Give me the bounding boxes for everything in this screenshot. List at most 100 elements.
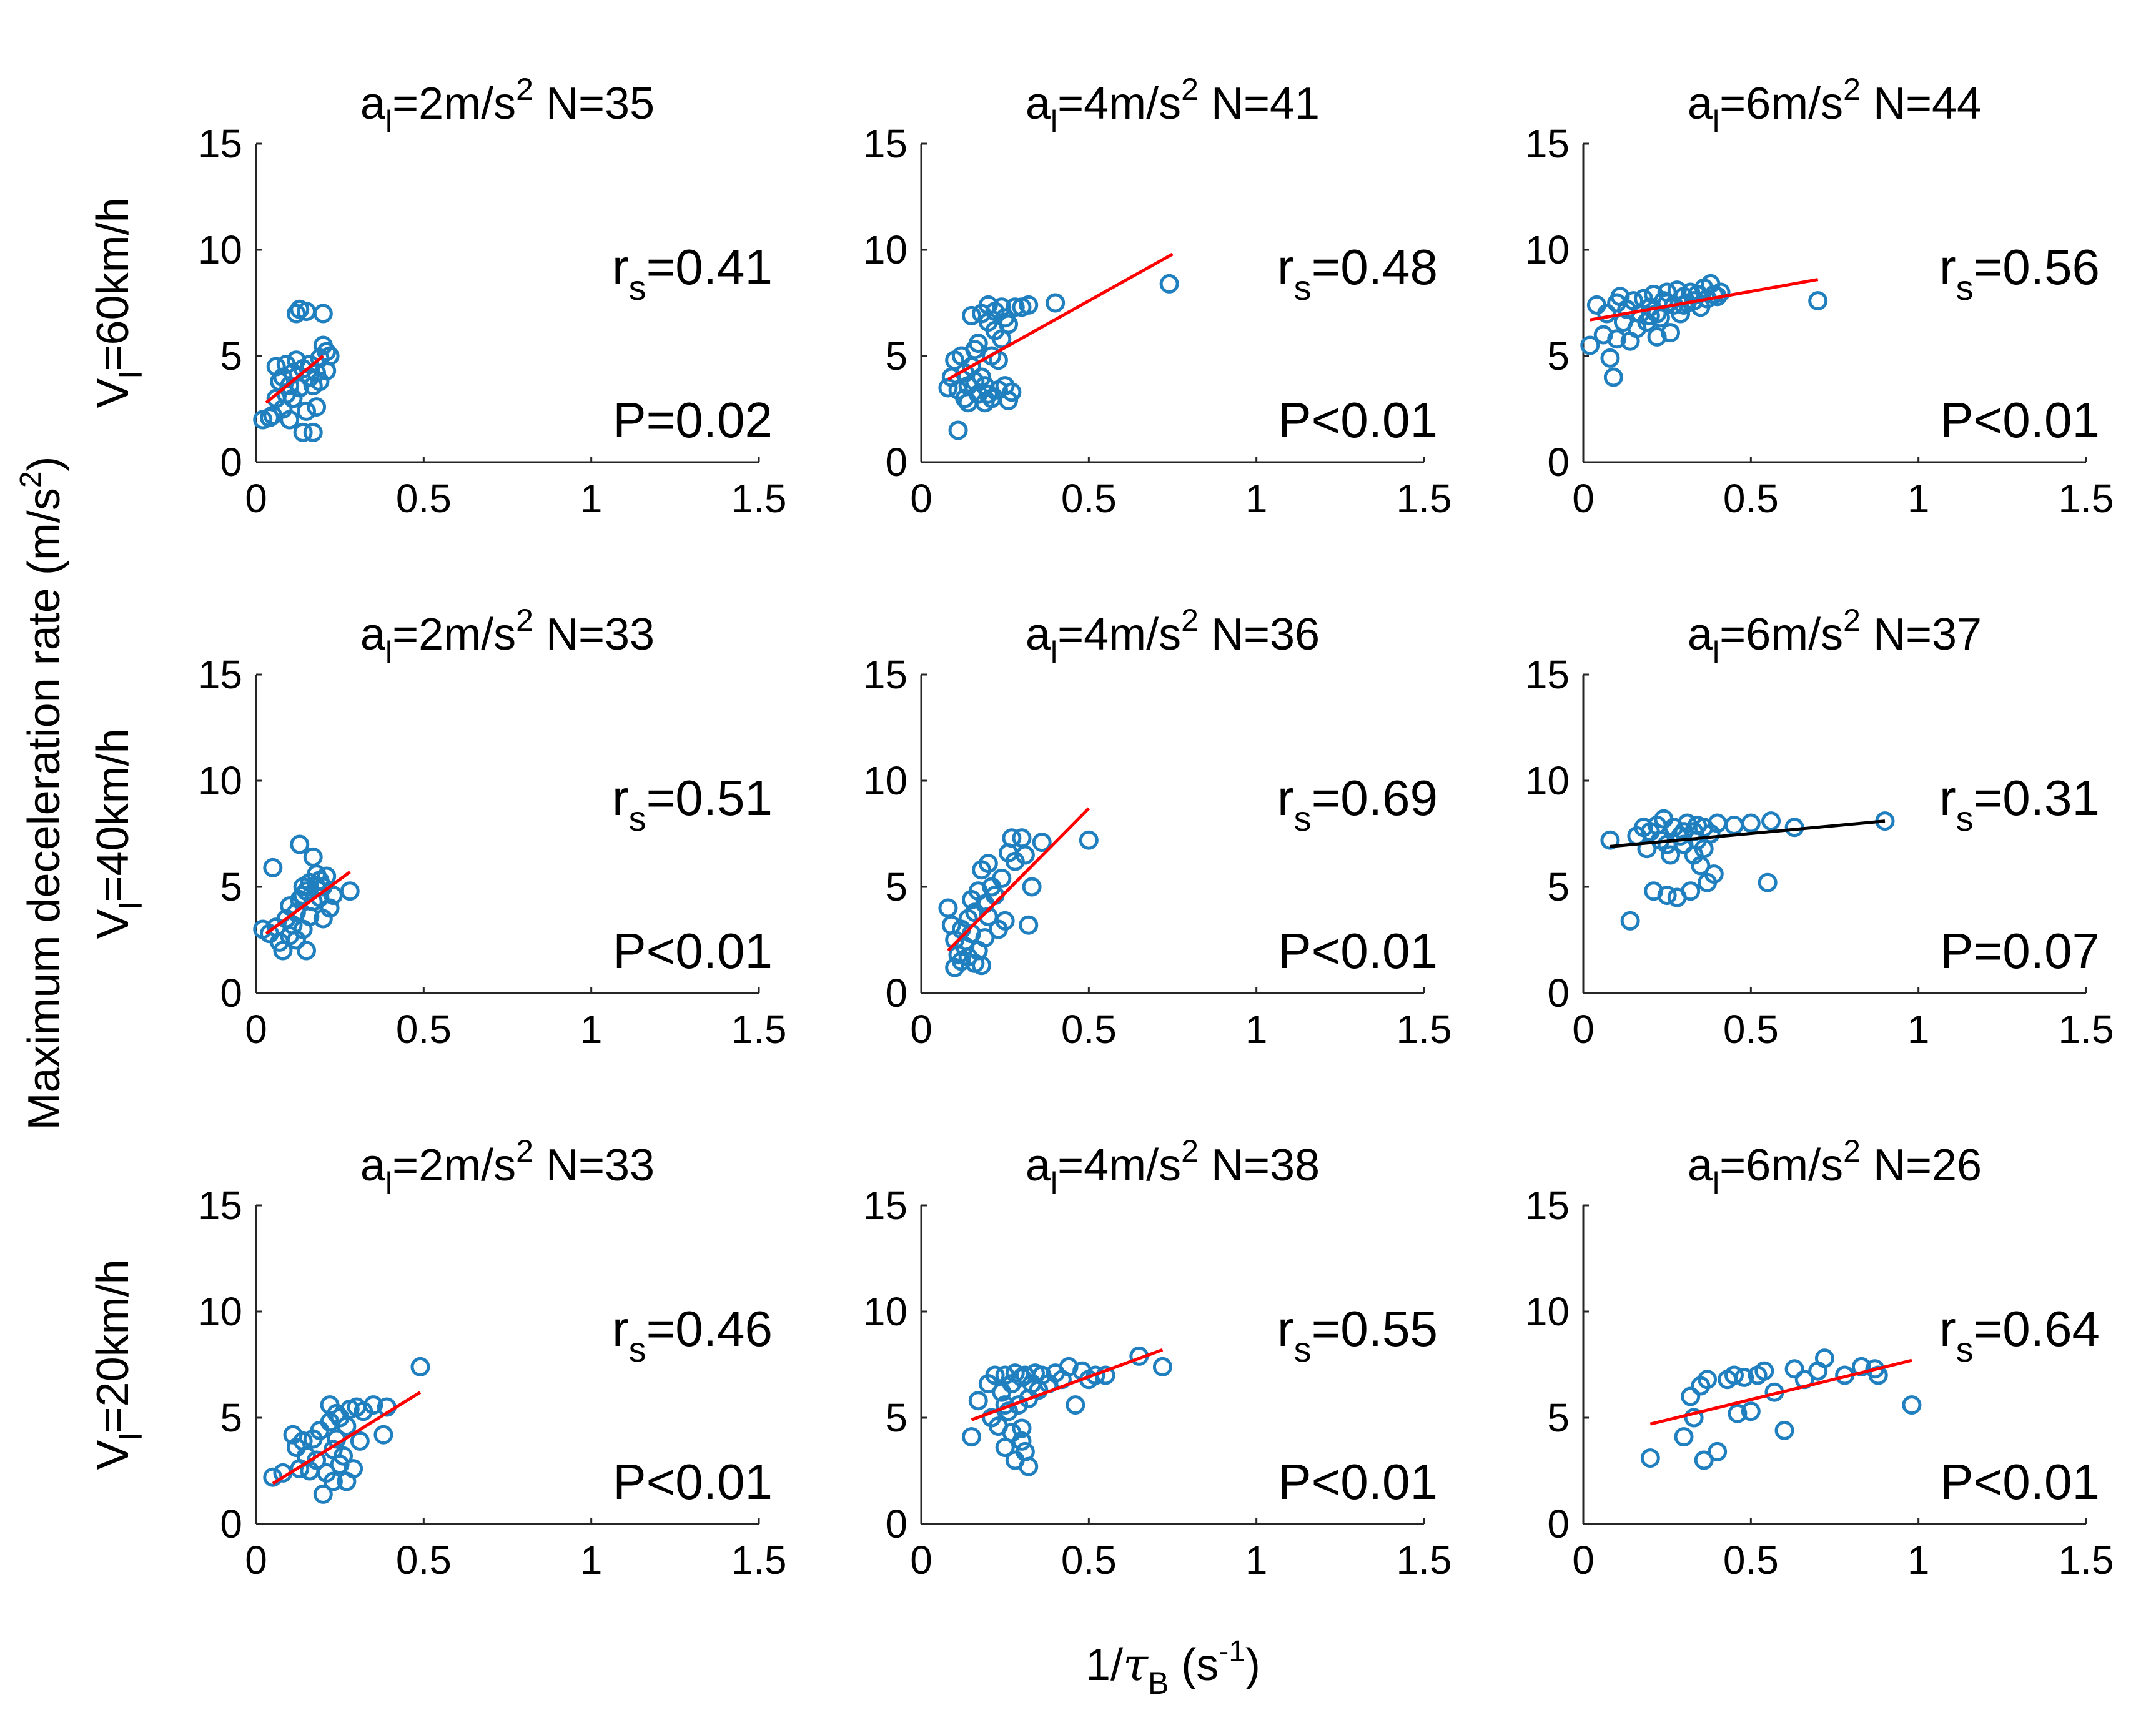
data-point [290,834,310,854]
panel-2-0: al=2m/s2 N=33 0 0.5 1 1.5 0 5 10 15 rs=0.46 P<0.01 [198,1134,787,1583]
p-label: P<0.01 [1940,1454,2100,1510]
p-label: P=0.02 [613,392,773,448]
p-label: P<0.01 [613,923,773,979]
data-point [1694,1450,1714,1470]
x-tick-label: 1.5 [731,1007,787,1052]
data-point [334,1446,354,1466]
title-sub: l [1713,1166,1719,1201]
data-point [975,928,995,948]
title-sub: l [385,635,392,670]
data-point [307,397,327,417]
data-point [1032,833,1052,853]
x-tick-label: 1 [1907,1007,1930,1052]
y-tick-label: 5 [885,334,907,378]
y-tick-label: 10 [863,758,907,803]
panel-1-2: al=6m/s2 N=37 0 0.5 1 1.5 0 5 10 15 rs=0.31 P=0.07 [1525,603,2114,1052]
data-point [978,384,998,404]
title-sup: 2 [1181,72,1199,107]
data-point [1019,295,1039,315]
panel-title: al=4m/s2 N=41 [1026,72,1320,139]
data-point [344,1459,363,1479]
data-point [1724,1365,1744,1385]
data-point [280,376,300,396]
panel-2-1: al=4m/s2 N=38 0 0.5 1 1.5 0 5 10 15 rs=0.55 P<0.01 [863,1134,1452,1583]
data-point [1159,274,1179,294]
y-axis-label-close: ) [19,456,69,471]
fit-line [947,807,1090,952]
data-point [263,858,283,877]
data-point [286,304,306,324]
row-label-0: Vl=60km/h [88,197,149,408]
x-tick-label: 1.5 [2059,1007,2114,1052]
row-label-v: V [88,1440,138,1470]
data-point [1758,872,1778,892]
data-point [999,390,1019,410]
title-a: a [360,610,386,660]
x-tick-label: 1.5 [1397,1538,1452,1583]
y-tick-label: 5 [1547,864,1570,909]
x-tick-label: 0 [1572,1007,1595,1052]
data-point [1728,1403,1748,1423]
data-point [1761,811,1781,831]
x-tick-label: 0.5 [396,1538,452,1583]
y-tick-label: 5 [1547,334,1570,378]
y-tick-label: 5 [885,1395,907,1440]
x-tick-label: 1.5 [1397,1007,1452,1052]
y-tick-label: 15 [198,652,242,697]
x-axis-label-close: ) [1245,1640,1260,1690]
row-label-rest: =60km/h [88,197,138,371]
title-a: a [360,1140,386,1190]
panel-title: al=4m/s2 N=36 [1026,603,1320,670]
y-axis-label: Maximum deceleration rate (m/s2) [14,456,69,1130]
y-tick-label: 10 [863,1289,907,1334]
y-tick-label: 15 [198,121,242,166]
title-a: a [1026,79,1051,129]
y-tick-label: 15 [1525,652,1570,697]
data-point [1902,1395,1922,1415]
y-tick-label: 15 [863,1183,907,1228]
title-sub: l [1051,1166,1057,1201]
title-mid: =6m/s [1719,79,1843,129]
title-n: N=35 [533,79,655,129]
x-tick-label: 0 [1572,476,1595,521]
data-point [1684,845,1704,865]
title-a: a [1026,1140,1051,1190]
data-point [999,314,1019,334]
rs-value: =0.64 [1974,1301,2100,1357]
data-point [1734,1367,1754,1387]
rs-r: r [1939,239,1956,295]
data-point [1580,335,1600,355]
x-tick-label: 1 [1907,1538,1930,1583]
title-sup: 2 [1181,1134,1199,1169]
y-tick-label: 0 [885,971,907,1016]
data-point [303,847,323,867]
y-tick-label: 10 [1525,758,1570,803]
panel-0-2: al=6m/s2 N=44 0 0.5 1 1.5 0 5 10 15 rs=0.56 P<0.01 [1525,72,2114,521]
title-sup: 2 [1843,72,1861,107]
rs-r: r [612,770,629,826]
p-label: P<0.01 [1940,392,2100,448]
y-axis-label-space [19,575,69,588]
p-label: P<0.01 [1278,1454,1438,1510]
y-tick-label: 5 [1547,1395,1570,1440]
data-point [313,304,333,324]
data-point [938,898,958,918]
y-tick-label: 15 [863,121,907,166]
data-point [962,305,981,325]
x-tick-label: 1.5 [2059,476,2114,521]
data-point [972,956,992,976]
y-tick-label: 0 [1547,971,1570,1016]
data-point [1079,830,1099,850]
data-point [297,401,316,421]
data-point [1066,1395,1085,1415]
x-tick-label: 1 [1245,476,1268,521]
x-tick-label: 0.5 [1061,1007,1117,1052]
data-point [1600,348,1620,368]
title-mid: =4m/s [1057,79,1181,129]
title-a: a [1688,79,1713,129]
x-axis-label-tau: τ [1123,1638,1149,1691]
rs-label: rs=0.41 [612,239,773,307]
data-point [313,1484,333,1504]
data-point [995,911,1015,931]
p-label: P=0.07 [1940,923,2100,979]
